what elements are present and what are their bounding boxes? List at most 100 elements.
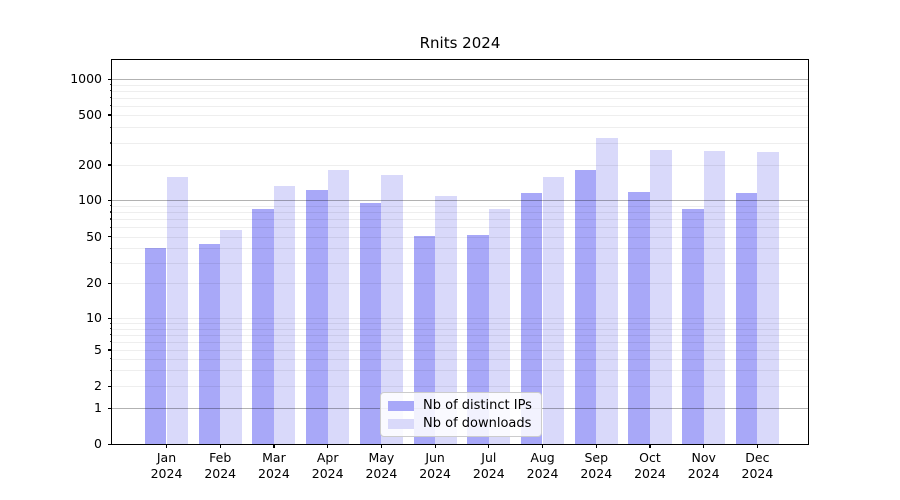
y-axis-minor-tick xyxy=(109,142,112,144)
bar-downloads xyxy=(596,137,618,444)
bar-downloads xyxy=(757,151,779,444)
bar-ips xyxy=(198,244,221,444)
y-axis-tick xyxy=(108,236,112,238)
minor-gridline xyxy=(112,318,808,320)
x-axis-tick xyxy=(327,444,329,448)
bar-downloads xyxy=(542,176,565,444)
y-tick-label: 1000 xyxy=(70,71,102,86)
bar-ips xyxy=(735,192,758,444)
bar-downloads xyxy=(381,175,403,444)
minor-gridline xyxy=(112,165,808,166)
y-axis-tick xyxy=(108,407,112,409)
minor-gridline xyxy=(112,248,808,250)
bar-downloads xyxy=(703,151,726,444)
y-axis-minor-tick xyxy=(109,358,112,360)
x-tick-label: May 2024 xyxy=(365,450,398,481)
minor-gridline xyxy=(112,97,808,99)
bar-ips xyxy=(306,189,328,444)
y-axis-minor-tick xyxy=(109,334,112,336)
plot-area: 0 1 2 5 10 20 50 100 200 500 1000 Jan 2024 Feb 2024 Mar… xyxy=(70,59,809,481)
minor-gridline xyxy=(112,105,808,107)
y-axis-tick xyxy=(108,282,112,284)
y-axis-minor-tick xyxy=(109,83,112,86)
bar-downloads xyxy=(273,186,296,444)
minor-gridline xyxy=(112,323,808,325)
y-axis-tick xyxy=(108,317,112,319)
bar-ips xyxy=(359,202,382,444)
y-axis-tick xyxy=(108,349,112,351)
minor-gridline xyxy=(112,142,808,144)
y-axis-minor-tick xyxy=(109,341,112,343)
bar-ips xyxy=(467,234,489,444)
y-axis-tick xyxy=(108,164,112,166)
bar-ips xyxy=(574,169,597,444)
x-tick-label: Jul 2024 xyxy=(472,450,505,481)
x-axis-tick xyxy=(756,444,758,448)
y-axis-minor-tick xyxy=(109,226,112,228)
bar-ips xyxy=(144,248,167,444)
legend-item: Nb of distinct IPs xyxy=(388,398,532,413)
minor-gridline xyxy=(112,218,808,220)
x-axis-tick xyxy=(488,444,490,448)
y-axis-minor-tick xyxy=(109,247,112,249)
y-axis-minor-tick xyxy=(109,97,112,99)
x-tick-label: Jun 2024 xyxy=(419,450,451,481)
x-tick-label: Aug 2024 xyxy=(526,450,559,481)
legend-swatch-icon xyxy=(388,418,414,429)
y-tick-label: 0 xyxy=(94,436,102,451)
minor-gridline xyxy=(112,349,808,351)
x-axis-tick xyxy=(434,444,436,448)
minor-gridline xyxy=(112,227,808,229)
legend: Nb of distinct IPs Nb of downloads xyxy=(380,392,542,437)
y-tick-label: 200 xyxy=(78,156,102,172)
minor-gridline xyxy=(112,370,808,371)
y-axis-minor-tick xyxy=(109,211,112,213)
y-axis-minor-tick xyxy=(109,126,112,128)
bar-downloads xyxy=(650,149,672,444)
minor-gridline xyxy=(112,386,808,387)
legend-item: Nb of downloads xyxy=(388,416,532,431)
bar-ips xyxy=(413,235,436,444)
x-tick-label: Jan 2024 xyxy=(150,450,183,481)
x-axis-tick xyxy=(541,444,544,448)
y-tick-label: 2 xyxy=(94,378,102,394)
minor-gridline xyxy=(112,341,808,343)
x-axis-tick xyxy=(273,444,275,448)
x-tick-label: Sep 2024 xyxy=(580,450,613,481)
legend-label: Nb of distinct IPs xyxy=(423,398,532,413)
x-tick-label: Nov 2024 xyxy=(687,450,720,481)
minor-gridline xyxy=(112,358,808,360)
x-axis-tick xyxy=(165,444,168,448)
x-tick-label: Dec 2024 xyxy=(741,450,774,481)
y-axis-tick xyxy=(108,385,112,387)
y-axis-minor-tick xyxy=(109,322,112,324)
y-axis-minor-tick xyxy=(109,205,112,207)
x-tick-label: Feb 2024 xyxy=(204,450,237,481)
y-axis-minor-tick xyxy=(109,105,112,107)
major-gridline xyxy=(112,200,808,201)
x-axis-tick xyxy=(703,444,705,448)
minor-gridline xyxy=(112,127,808,129)
minor-gridline xyxy=(112,115,808,116)
minor-gridline xyxy=(112,84,808,86)
x-axis-tick xyxy=(219,444,221,448)
bar-downloads xyxy=(327,169,350,444)
y-tick-label: 500 xyxy=(78,106,102,122)
minor-gridline xyxy=(112,90,808,92)
x-tick-label: Apr 2024 xyxy=(311,450,344,481)
x-axis-tick xyxy=(595,444,597,448)
bar-downloads xyxy=(488,209,511,444)
y-tick-label: 50 xyxy=(86,228,102,244)
y-axis-tick xyxy=(108,78,112,80)
y-axis-minor-tick xyxy=(109,262,112,264)
y-tick-label: 20 xyxy=(86,275,102,291)
bar-ips xyxy=(252,208,274,444)
y-axis-tick xyxy=(108,114,112,116)
y-axis-minor-tick xyxy=(109,90,112,92)
bar-ips xyxy=(628,191,650,444)
legend-swatch-icon xyxy=(388,400,414,411)
y-tick-label: 1 xyxy=(94,400,102,415)
x-axis-tick xyxy=(380,444,382,448)
bar-downloads xyxy=(220,229,242,444)
